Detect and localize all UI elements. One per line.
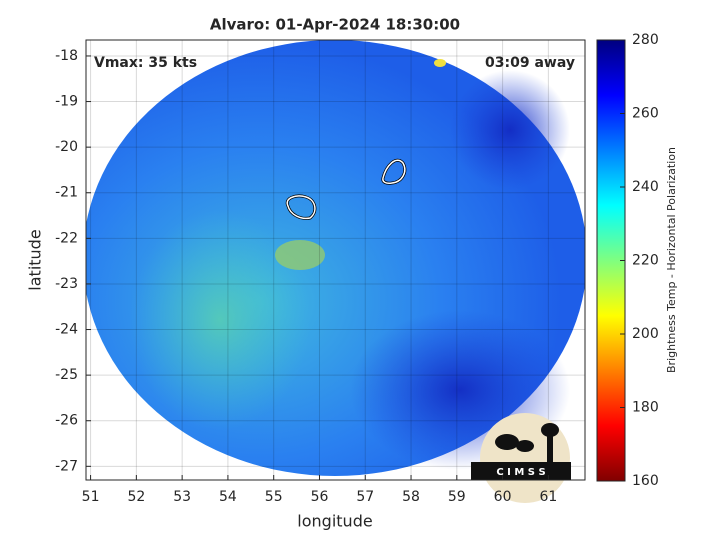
colorbar-tick-label: 240 <box>632 179 659 195</box>
x-tick-label: 61 <box>539 489 557 505</box>
chart-title: Alvaro: 01-Apr-2024 18:30:00 <box>210 16 460 34</box>
colorbar-tick-label: 220 <box>632 253 659 269</box>
image <box>86 40 585 476</box>
colorbar-tick-label: 280 <box>632 32 659 48</box>
y-tick-label: -20 <box>55 139 78 155</box>
x-tick-label: 58 <box>402 489 420 505</box>
colorbar-tick-label: 200 <box>632 326 659 342</box>
y-tick-label: -24 <box>55 322 78 338</box>
y-tick-label: -21 <box>55 185 78 201</box>
colorbar-tick-label: 180 <box>632 400 659 416</box>
x-tick-label: 51 <box>82 489 100 505</box>
y-tick-label: -22 <box>55 230 78 246</box>
x-tick-label: 52 <box>127 489 145 505</box>
contour <box>286 195 316 220</box>
contour <box>382 159 406 184</box>
grid <box>86 40 585 480</box>
y-tick-label: -26 <box>55 413 78 429</box>
colorbar-tick-label: 160 <box>632 473 659 489</box>
annotation: Vmax: 35 kts <box>94 55 197 71</box>
x-tick-label: 53 <box>173 489 191 505</box>
y-tick-label: -25 <box>55 367 78 383</box>
colorbar-tick-label: 260 <box>632 106 659 122</box>
y-tick-label: -23 <box>55 276 78 292</box>
x-tick-label: 59 <box>448 489 466 505</box>
x-tick-label: 57 <box>356 489 374 505</box>
x-tick-label: 60 <box>494 489 512 505</box>
x-tick-label: 55 <box>265 489 283 505</box>
colorbar-label: Brightness Temp - Horizontal Polarizatio… <box>665 147 678 373</box>
y-tick-label: -19 <box>55 94 78 110</box>
x-axis-label: longitude <box>297 512 372 531</box>
y-tick-label: -18 <box>55 48 78 64</box>
x-tick-label: 54 <box>219 489 237 505</box>
logo-text: C I M S S <box>496 467 545 478</box>
y-tick-label: -27 <box>55 458 78 474</box>
y-axis-label: latitude <box>26 229 45 290</box>
axes-box <box>85 39 586 481</box>
annotation: 03:09 away <box>485 55 575 71</box>
x-tick-label: 56 <box>311 489 329 505</box>
